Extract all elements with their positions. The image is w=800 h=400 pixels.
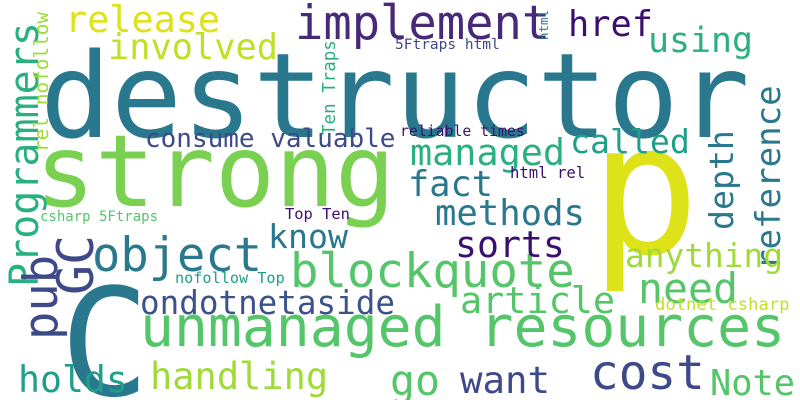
- word-html: html: [536, 9, 551, 40]
- word-5ftraps-html: 5Ftraps html: [395, 37, 500, 53]
- word-p: p: [590, 85, 700, 297]
- word-href: href: [568, 4, 654, 45]
- word-csharp-5ftraps: csharp 5Ftraps: [40, 209, 159, 225]
- word-consume-valuable: consume valuable: [145, 124, 396, 154]
- word-anything: anything: [625, 237, 783, 275]
- word-involved: involved: [108, 27, 279, 68]
- word-release: release: [65, 0, 221, 41]
- word-sorts: sorts: [455, 223, 565, 266]
- word-implement: implement: [295, 0, 551, 51]
- word-using: using: [648, 21, 754, 61]
- word-fact: fact: [408, 164, 494, 205]
- word-called: called: [570, 122, 690, 161]
- word-strong: strong: [35, 113, 396, 230]
- word-methods: methods: [435, 193, 585, 234]
- word-need: need: [638, 264, 738, 313]
- word-unmanaged-resources: unmanaged resources: [140, 295, 786, 360]
- word-c: C: [60, 258, 150, 400]
- word-depth: depth: [702, 130, 741, 230]
- word-rel-nofollow: rel nofollow: [30, 11, 53, 152]
- word-reliable-times: reliable times: [400, 123, 525, 140]
- word-handling: handling: [150, 355, 329, 398]
- word-want: want: [460, 358, 551, 400]
- word-holds: holds: [18, 358, 128, 400]
- word-managed: managed: [410, 131, 566, 174]
- word-ondotnetaside: ondotnetaside: [140, 284, 395, 322]
- word-know: know: [268, 217, 348, 256]
- word-dotnet-csharp: dotnet csharp: [655, 295, 790, 315]
- word-cost: cost: [590, 346, 705, 400]
- word-top-ten: Top Ten: [285, 205, 350, 223]
- word-destructor: destructor: [40, 28, 750, 165]
- word-note: Note: [710, 363, 796, 400]
- word-gc: GC: [47, 235, 105, 295]
- word-nofollow-top: nofollow Top: [175, 269, 285, 287]
- word-article: article: [460, 279, 616, 322]
- word-blockquote: blockquote: [290, 244, 575, 299]
- word-go: go: [390, 356, 440, 400]
- word-html-rel: html rel: [510, 164, 586, 182]
- word-ten-traps: Ten Traps: [320, 40, 340, 135]
- word-object: object: [92, 228, 263, 283]
